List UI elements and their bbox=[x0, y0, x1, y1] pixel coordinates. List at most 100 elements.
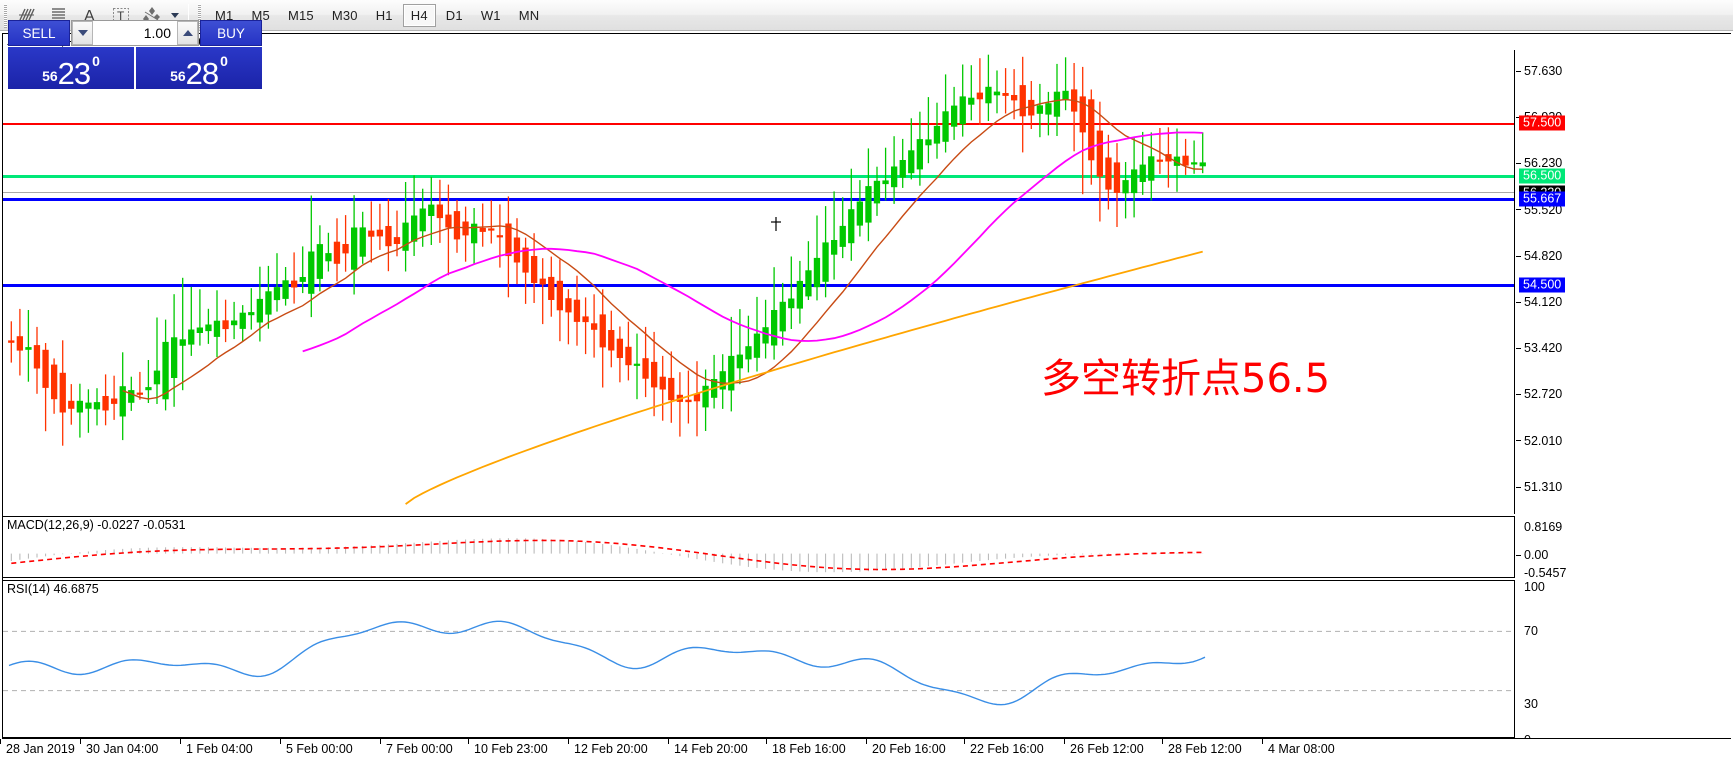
time-tick-mark bbox=[1262, 739, 1263, 744]
candle bbox=[239, 305, 246, 342]
candle bbox=[179, 277, 186, 391]
volume-stepper[interactable]: 1.00 bbox=[71, 20, 199, 46]
candle bbox=[385, 199, 392, 272]
timeframe-m5[interactable]: M5 bbox=[251, 7, 270, 23]
time-tick-mark bbox=[866, 739, 867, 744]
svg-text:A: A bbox=[84, 8, 95, 25]
volume-increment-button[interactable] bbox=[177, 21, 198, 45]
price-tick-54-820: 54.820 bbox=[1516, 249, 1562, 263]
candle bbox=[402, 182, 409, 272]
candle bbox=[1079, 66, 1086, 195]
timeframe-d1[interactable]: D1 bbox=[445, 7, 463, 23]
candle bbox=[42, 343, 49, 432]
candle bbox=[505, 196, 512, 298]
rsi-tick-30: 30 bbox=[1516, 697, 1538, 711]
time-scale[interactable]: 28 Jan 2019 30 Jan 04:00 1 Feb 04:00 5 Feb … bbox=[0, 738, 1731, 758]
sell-price-unit: 56 bbox=[42, 68, 58, 84]
candle bbox=[779, 282, 786, 346]
candle bbox=[1139, 131, 1146, 195]
candle bbox=[1199, 132, 1206, 174]
candle bbox=[548, 256, 555, 317]
macd-pane[interactable]: MACD(12,26,9) -0.0227 -0.0531 bbox=[3, 516, 1515, 578]
time-tick-label: 18 Feb 16:00 bbox=[772, 742, 846, 756]
candle bbox=[556, 259, 564, 342]
timeframe-m1[interactable]: M1 bbox=[215, 7, 234, 23]
buy-price-unit: 56 bbox=[170, 68, 186, 84]
candle bbox=[8, 321, 15, 363]
candle bbox=[59, 340, 66, 446]
candle bbox=[342, 215, 349, 272]
tick-mark bbox=[1516, 116, 1521, 118]
candle bbox=[1019, 56, 1026, 153]
timeframe-w1[interactable]: W1 bbox=[480, 7, 501, 23]
price-tick-52-010: 52.010 bbox=[1516, 434, 1562, 448]
chart-window: USOil-,H4 56.610 56.630 56.150 56.230 多空… bbox=[2, 33, 1732, 756]
tick-label: 54.120 bbox=[1524, 295, 1563, 310]
candle bbox=[291, 252, 298, 304]
time-tick-mark bbox=[468, 739, 469, 744]
one-click-trading-panel[interactable]: SELL 1.00 BUY 56 23 0 56 28 0 bbox=[8, 20, 262, 89]
rsi-tick-100: 100 bbox=[1516, 580, 1545, 594]
timeframe-m15[interactable]: M15 bbox=[287, 7, 314, 23]
sell-button[interactable]: SELL bbox=[8, 20, 70, 46]
time-tick-mark bbox=[1064, 739, 1065, 744]
macd-indicator-label: MACD(12,26,9) -0.0227 -0.0531 bbox=[7, 518, 189, 532]
tick-label: 54.820 bbox=[1524, 249, 1563, 263]
candle bbox=[171, 294, 178, 407]
candle bbox=[308, 195, 315, 318]
tick-label: 53.420 bbox=[1524, 341, 1563, 356]
volume-decrement-button[interactable] bbox=[72, 21, 93, 45]
toolbar-drag-grip[interactable] bbox=[1, 2, 10, 28]
tick-mark bbox=[1516, 70, 1521, 72]
text-label-icon[interactable]: A bbox=[74, 2, 105, 29]
candle bbox=[976, 58, 984, 125]
candle bbox=[813, 215, 821, 301]
svg-text:T: T bbox=[117, 9, 125, 23]
candle bbox=[633, 333, 641, 400]
candle bbox=[531, 233, 538, 303]
candle bbox=[33, 326, 41, 394]
oct-price-row: 56 23 0 56 28 0 bbox=[8, 47, 262, 89]
buy-price-display[interactable]: 56 28 0 bbox=[136, 47, 262, 89]
candle bbox=[599, 289, 606, 388]
candle bbox=[771, 267, 778, 360]
candle bbox=[1002, 68, 1009, 114]
tick-label: 56.230 bbox=[1524, 156, 1563, 171]
candle bbox=[1062, 57, 1069, 111]
timeframe-mn[interactable]: MN bbox=[518, 7, 540, 23]
volume-input[interactable]: 1.00 bbox=[93, 21, 177, 45]
candle bbox=[848, 168, 855, 261]
candle bbox=[316, 225, 324, 292]
timeframe-h1[interactable]: H1 bbox=[375, 7, 393, 23]
macd-tick-1: 0.00 bbox=[1516, 548, 1548, 562]
timeframe-m30[interactable]: M30 bbox=[331, 7, 358, 23]
candle bbox=[745, 315, 752, 373]
price-scale[interactable]: 57.63056.93056.23055.52054.82054.12053.4… bbox=[1516, 50, 1732, 747]
candle bbox=[213, 290, 221, 357]
time-tick-mark bbox=[766, 739, 767, 744]
rsi-pane[interactable]: RSI(14) 46.6875 bbox=[3, 580, 1515, 738]
time-tick-label: 14 Feb 20:00 bbox=[674, 742, 748, 756]
candle bbox=[891, 136, 898, 204]
candle bbox=[762, 299, 769, 359]
tick-mark bbox=[1516, 486, 1521, 488]
timeframe-toolbar-grip[interactable] bbox=[195, 2, 204, 28]
chevron-down-icon[interactable] bbox=[167, 2, 183, 29]
timeframe-h4[interactable]: H4 bbox=[402, 3, 436, 27]
candle bbox=[299, 246, 306, 294]
price-pane[interactable]: 多空转折点56.5 bbox=[3, 50, 1515, 514]
time-tick-label: 5 Feb 00:00 bbox=[286, 742, 353, 756]
support-line-55667 bbox=[3, 198, 1514, 201]
candle bbox=[796, 260, 804, 324]
buy-button[interactable]: BUY bbox=[200, 20, 262, 46]
time-tick-mark bbox=[80, 739, 81, 744]
price-tag-resistance: 57.500 bbox=[1519, 115, 1566, 131]
candle bbox=[368, 201, 375, 263]
candle bbox=[565, 289, 572, 345]
time-tick-label: 10 Feb 23:00 bbox=[474, 742, 548, 756]
candle bbox=[522, 237, 529, 304]
candle bbox=[831, 191, 838, 280]
time-tick-mark bbox=[964, 739, 965, 744]
sell-price-display[interactable]: 56 23 0 bbox=[8, 47, 134, 89]
tick-label: -0.5457 bbox=[1524, 566, 1567, 580]
